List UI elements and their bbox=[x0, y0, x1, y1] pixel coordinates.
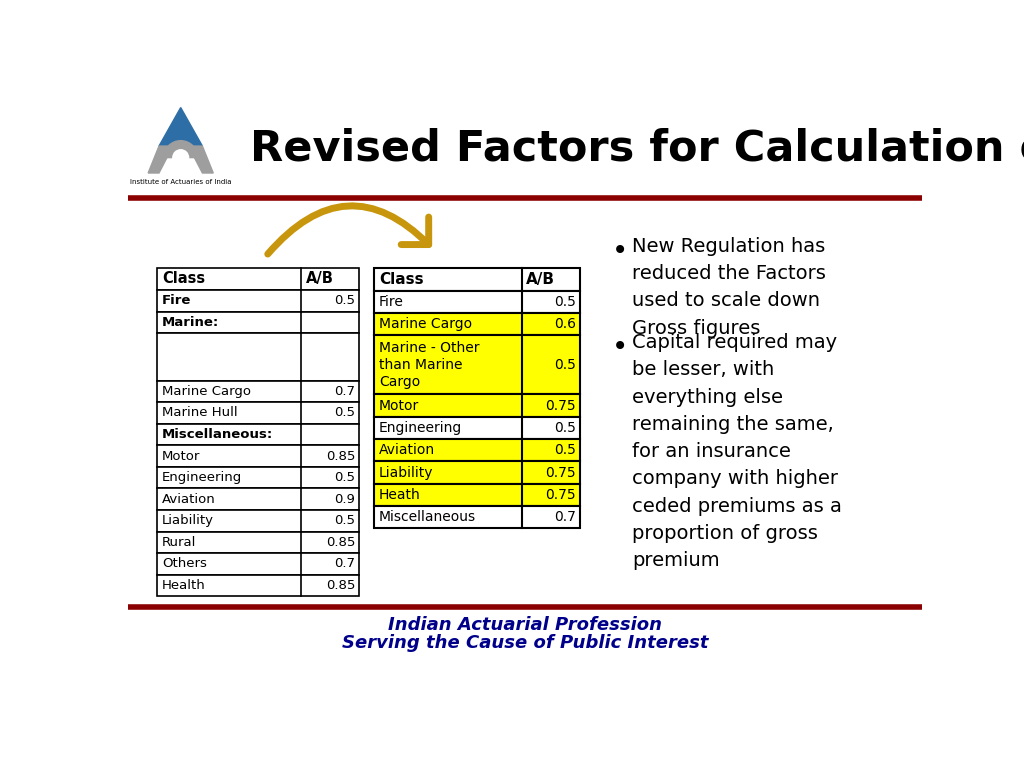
Bar bbox=[375, 439, 580, 462]
Text: Heath: Heath bbox=[379, 488, 421, 502]
Text: Class: Class bbox=[379, 272, 424, 286]
Bar bbox=[158, 333, 359, 381]
Text: •: • bbox=[612, 237, 629, 265]
Text: 0.5: 0.5 bbox=[554, 421, 575, 435]
Text: Engineering: Engineering bbox=[162, 471, 243, 484]
Text: Fire: Fire bbox=[162, 294, 191, 307]
Text: 0.7: 0.7 bbox=[334, 558, 355, 571]
Text: Aviation: Aviation bbox=[379, 443, 435, 457]
Text: Marine - Other
than Marine
Cargo: Marine - Other than Marine Cargo bbox=[379, 341, 479, 389]
Text: Rural: Rural bbox=[162, 536, 197, 549]
Text: 0.7: 0.7 bbox=[334, 385, 355, 398]
Polygon shape bbox=[159, 108, 203, 146]
Text: New Regulation has
reduced the Factors
used to scale down
Gross figures: New Regulation has reduced the Factors u… bbox=[632, 237, 825, 338]
Text: Fire: Fire bbox=[379, 295, 404, 309]
Text: 0.5: 0.5 bbox=[334, 515, 355, 528]
Bar bbox=[158, 510, 359, 531]
Text: 0.5: 0.5 bbox=[554, 295, 575, 309]
Text: Marine:: Marine: bbox=[162, 316, 219, 329]
Text: Motor: Motor bbox=[162, 449, 201, 462]
Text: Marine Cargo: Marine Cargo bbox=[379, 317, 472, 331]
Text: Miscellaneous: Miscellaneous bbox=[379, 510, 476, 525]
Text: 0.75: 0.75 bbox=[546, 399, 575, 412]
Text: 0.6: 0.6 bbox=[554, 317, 575, 331]
Bar bbox=[158, 312, 359, 333]
Bar bbox=[375, 268, 580, 291]
Polygon shape bbox=[188, 146, 213, 173]
Text: Health: Health bbox=[162, 579, 206, 592]
Text: Engineering: Engineering bbox=[379, 421, 463, 435]
Text: 0.85: 0.85 bbox=[326, 449, 355, 462]
Bar bbox=[158, 445, 359, 467]
Text: Marine Hull: Marine Hull bbox=[162, 406, 238, 419]
Text: Class: Class bbox=[162, 271, 205, 286]
Bar bbox=[158, 467, 359, 488]
Wedge shape bbox=[164, 141, 198, 157]
Bar bbox=[158, 531, 359, 553]
Polygon shape bbox=[148, 146, 173, 173]
Text: 0.85: 0.85 bbox=[326, 579, 355, 592]
Bar bbox=[158, 553, 359, 574]
Text: A/B: A/B bbox=[305, 271, 334, 286]
Text: Serving the Cause of Public Interest: Serving the Cause of Public Interest bbox=[342, 634, 708, 653]
Bar bbox=[158, 574, 359, 596]
Text: Motor: Motor bbox=[379, 399, 420, 412]
Bar bbox=[375, 291, 580, 313]
Text: Liability: Liability bbox=[379, 465, 433, 479]
Text: Capital required may
be lesser, with
everything else
remaining the same,
for an : Capital required may be lesser, with eve… bbox=[632, 333, 842, 570]
Text: Indian Actuarial Profession: Indian Actuarial Profession bbox=[388, 616, 662, 634]
Bar bbox=[158, 424, 359, 445]
Bar bbox=[375, 395, 580, 417]
Text: Miscellaneous:: Miscellaneous: bbox=[162, 428, 273, 441]
Bar bbox=[375, 506, 580, 528]
Bar bbox=[158, 268, 359, 290]
Text: 0.5: 0.5 bbox=[334, 294, 355, 307]
Bar bbox=[375, 462, 580, 484]
Text: 0.75: 0.75 bbox=[546, 465, 575, 479]
Bar bbox=[158, 488, 359, 510]
Text: 0.9: 0.9 bbox=[334, 493, 355, 505]
Bar bbox=[158, 402, 359, 424]
Text: 0.75: 0.75 bbox=[546, 488, 575, 502]
FancyArrowPatch shape bbox=[267, 206, 429, 254]
Text: Marine Cargo: Marine Cargo bbox=[162, 385, 251, 398]
Text: 0.85: 0.85 bbox=[326, 536, 355, 549]
Bar bbox=[158, 381, 359, 402]
Bar bbox=[158, 290, 359, 312]
Text: Aviation: Aviation bbox=[162, 493, 216, 505]
Text: 0.5: 0.5 bbox=[554, 443, 575, 457]
Text: Institute of Actuaries of India: Institute of Actuaries of India bbox=[130, 179, 231, 185]
Bar bbox=[375, 417, 580, 439]
Text: •: • bbox=[612, 333, 629, 361]
Text: 0.5: 0.5 bbox=[334, 406, 355, 419]
Text: A/B: A/B bbox=[526, 272, 555, 286]
Text: 0.5: 0.5 bbox=[554, 358, 575, 372]
Text: Revised Factors for Calculation of RSM: Revised Factors for Calculation of RSM bbox=[251, 127, 1024, 170]
Bar bbox=[375, 336, 580, 395]
Text: Liability: Liability bbox=[162, 515, 214, 528]
Text: 0.7: 0.7 bbox=[554, 510, 575, 525]
Bar bbox=[375, 313, 580, 336]
Text: 0.5: 0.5 bbox=[334, 471, 355, 484]
Bar bbox=[375, 484, 580, 506]
Text: Others: Others bbox=[162, 558, 207, 571]
